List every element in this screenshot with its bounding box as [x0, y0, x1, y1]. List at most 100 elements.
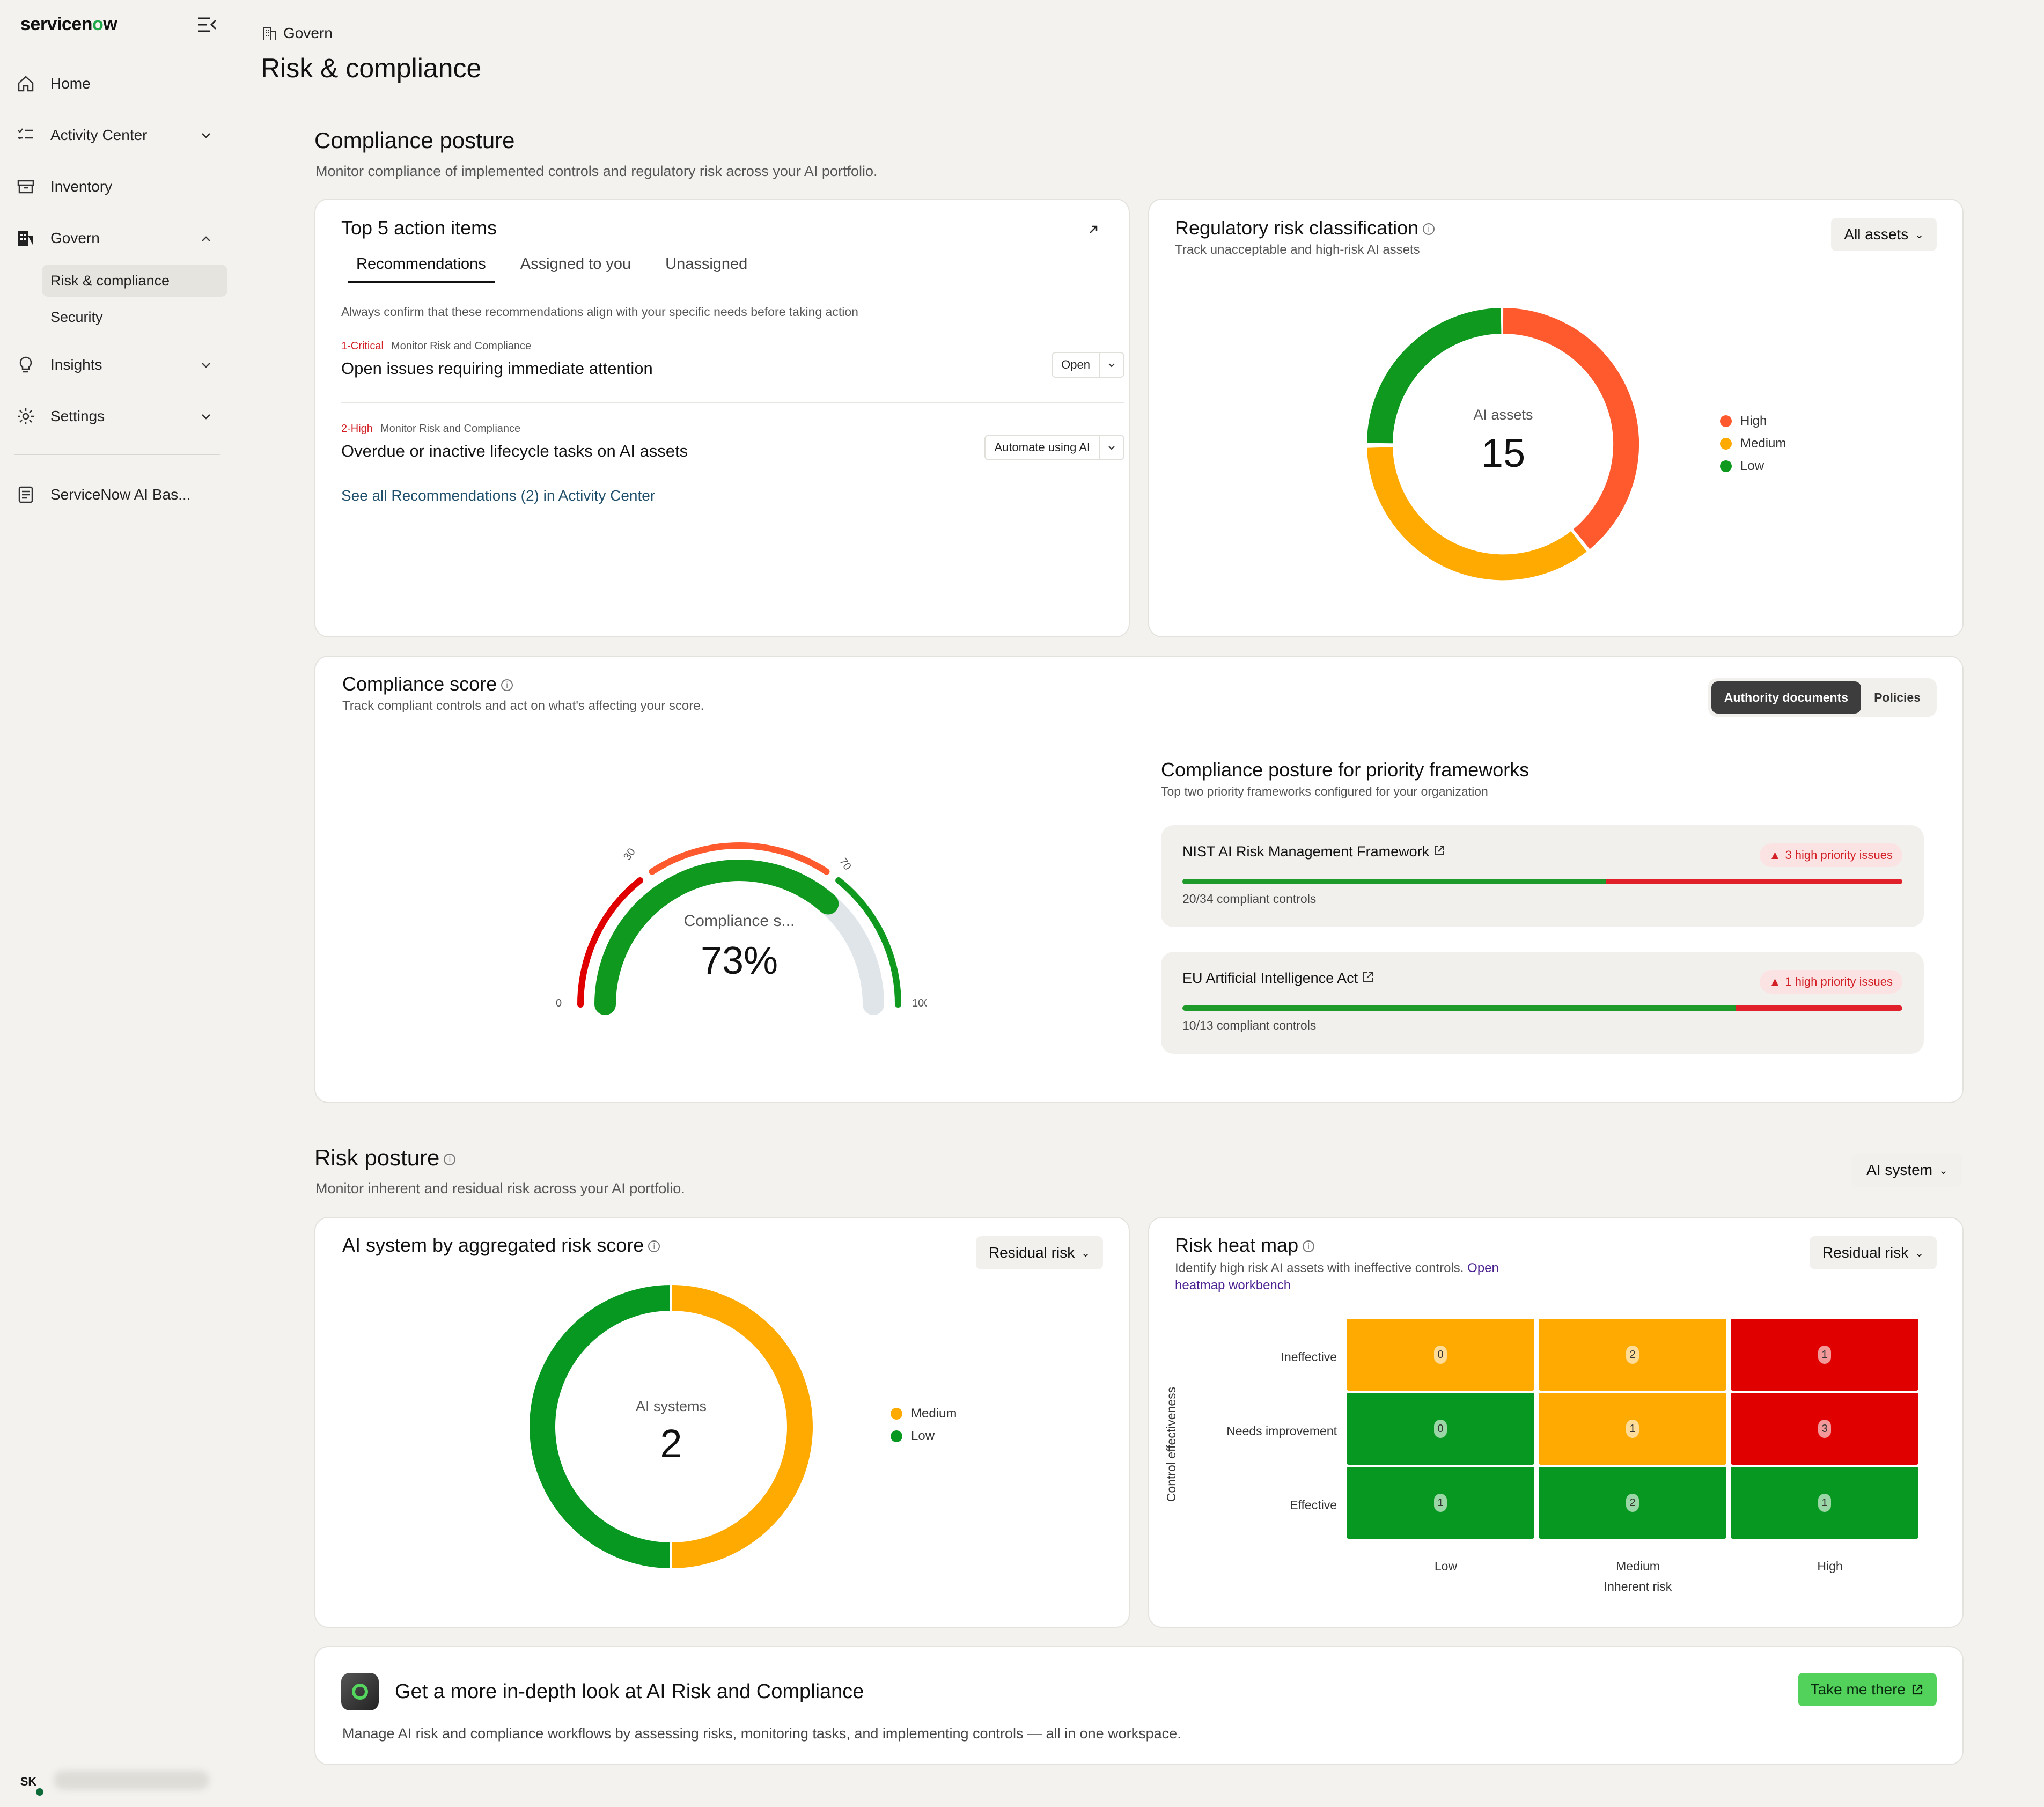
info-icon[interactable]: i	[1423, 223, 1435, 236]
legend-item-low: Low	[891, 1425, 957, 1448]
ai-system-dropdown[interactable]: AI system ⌄	[1852, 1154, 1962, 1187]
heatmap-cell-value: 0	[1434, 1346, 1447, 1364]
chevron-down-icon[interactable]	[1099, 353, 1123, 377]
list-item[interactable]: 2-High Monitor Risk and Compliance Overdu…	[341, 423, 1124, 487]
servicenow-logo[interactable]: servicenow	[20, 14, 117, 34]
tab-assigned-to-you[interactable]: Assigned to you	[520, 255, 631, 273]
legend-label: Low	[1740, 459, 1764, 473]
legend-dot	[891, 1408, 902, 1420]
frameworks-subtitle: Top two priority frameworks configured f…	[1161, 784, 1488, 798]
legend-label: Medium	[911, 1406, 957, 1421]
automate-using-ai-button[interactable]: Automate using AI	[984, 435, 1124, 460]
donut-segment-high[interactable]	[1503, 308, 1639, 549]
take-me-there-button[interactable]: Take me there	[1797, 1673, 1937, 1706]
info-icon[interactable]: i	[1303, 1240, 1315, 1253]
donut-segment-low[interactable]	[530, 1285, 672, 1568]
avatar[interactable]: SK	[20, 1775, 37, 1788]
framework-card-eu-ai-act[interactable]: EU Artificial Intelligence Act ▲ 1 high p…	[1161, 952, 1924, 1054]
chevron-down-icon[interactable]	[200, 129, 212, 146]
regulatory-risk-card: Regulatory risk classification i Track un…	[1148, 199, 1964, 637]
heatmap-cell-ineffective-high[interactable]: 1	[1731, 1319, 1918, 1391]
sidebar-item-activity-center[interactable]: Activity Center	[15, 118, 227, 152]
open-heatmap-workbench-link[interactable]: Open heatmap workbench	[1175, 1261, 1499, 1292]
heatmap-cell-ineffective-medium[interactable]: 2	[1539, 1319, 1726, 1391]
row-label-ineffective: Ineffective	[1281, 1350, 1337, 1364]
heatmap-cell-ineffective-low[interactable]: 0	[1347, 1319, 1534, 1391]
donut-center-value: 15	[1481, 431, 1526, 475]
heatmap-cell-needs-improvement-low[interactable]: 0	[1347, 1393, 1534, 1465]
chevron-down-icon: ⌄	[1081, 1247, 1090, 1259]
sidebar: servicenow Home Activity Center Inventor…	[0, 0, 236, 1807]
card-subtitle-text: Identify high risk AI assets with ineffe…	[1175, 1261, 1464, 1275]
priority-issues-badge[interactable]: ▲ 1 high priority issues	[1759, 970, 1902, 994]
framework-card-nist[interactable]: NIST AI Risk Management Framework ▲ 3 hig…	[1161, 825, 1924, 927]
regulatory-donut	[1367, 308, 1639, 581]
heatmap-cell-value: 0	[1434, 1420, 1447, 1438]
toggle-authority-documents[interactable]: Authority documents	[1711, 681, 1862, 714]
external-link-icon[interactable]	[1433, 844, 1445, 856]
warning-icon: ▲	[1769, 848, 1781, 862]
breadcrumb-label: Govern	[283, 25, 333, 41]
card-title: Risk heat map i	[1175, 1234, 1315, 1257]
action-meta: 2-High Monitor Risk and Compliance	[341, 423, 1124, 435]
info-icon[interactable]: i	[648, 1240, 660, 1253]
compliant-segment	[1182, 879, 1606, 884]
cta-card: Get a more in-depth look at AI Risk and …	[314, 1646, 1964, 1765]
sidebar-item-label: ServiceNow AI Bas...	[50, 486, 191, 503]
heatmap-cell-effective-high[interactable]: 1	[1731, 1467, 1918, 1539]
chevron-down-icon[interactable]	[200, 358, 212, 376]
sidebar-item-settings[interactable]: Settings	[15, 399, 227, 434]
sidebar-item-security[interactable]: Security	[42, 301, 227, 333]
donut-segment-medium[interactable]	[671, 1285, 813, 1568]
document-icon	[15, 484, 36, 505]
heatmap-cell-needs-improvement-medium[interactable]: 1	[1539, 1393, 1726, 1465]
breadcrumb[interactable]: Govern	[262, 25, 333, 42]
expand-arrow-icon[interactable]	[1087, 223, 1100, 239]
framework-name[interactable]: NIST AI Risk Management Framework	[1182, 843, 1445, 860]
heatmap-cell-needs-improvement-high[interactable]: 3	[1731, 1393, 1918, 1465]
tab-unassigned[interactable]: Unassigned	[665, 255, 748, 273]
card-title-text: Compliance score	[342, 673, 497, 695]
chevron-up-icon[interactable]	[200, 232, 212, 249]
warning-icon: ▲	[1769, 975, 1781, 988]
info-icon[interactable]: i	[501, 679, 513, 692]
chevron-down-icon[interactable]	[1099, 436, 1123, 459]
sidebar-item-label: Security	[50, 308, 103, 325]
donut-segment-low[interactable]	[1367, 308, 1502, 444]
see-all-recommendations-link[interactable]: See all Recommendations (2) in Activity …	[341, 487, 656, 504]
noncompliant-segment	[1736, 1005, 1902, 1011]
external-link-icon[interactable]	[1362, 971, 1374, 983]
action-items-card: Top 5 action items Recommendations Assig…	[314, 199, 1130, 637]
collapse-sidebar-icon[interactable]	[196, 15, 218, 34]
framework-name-text: EU Artificial Intelligence Act	[1182, 970, 1358, 986]
list-item[interactable]: 1-Critical Monitor Risk and Compliance Op…	[341, 340, 1124, 405]
sidebar-item-servicenow-ai[interactable]: ServiceNow AI Bas...	[15, 478, 227, 512]
legend-item-medium: Medium	[891, 1402, 957, 1425]
gauge-band-red	[577, 877, 643, 1008]
priority-issues-badge[interactable]: ▲ 3 high priority issues	[1759, 843, 1902, 867]
open-button[interactable]: Open	[1052, 352, 1124, 378]
tasks-icon	[15, 124, 36, 146]
tab-recommendations[interactable]: Recommendations	[348, 255, 495, 283]
donut-segment-medium[interactable]	[1367, 447, 1587, 581]
heatmap-cell-effective-medium[interactable]: 2	[1539, 1467, 1726, 1539]
sidebar-item-insights[interactable]: Insights	[15, 348, 227, 382]
sidebar-item-home[interactable]: Home	[15, 67, 227, 101]
toggle-policies[interactable]: Policies	[1874, 690, 1921, 704]
chevron-down-icon[interactable]	[200, 410, 212, 427]
compliant-segment	[1182, 1005, 1737, 1011]
chevron-down-icon: ⌄	[1915, 229, 1924, 241]
sidebar-item-risk-compliance[interactable]: Risk & compliance	[42, 265, 227, 297]
heatmap-cell-effective-low[interactable]: 1	[1347, 1467, 1534, 1539]
gauge-value: 73%	[700, 939, 778, 982]
card-title: Top 5 action items	[341, 217, 497, 239]
sidebar-item-inventory[interactable]: Inventory	[15, 170, 227, 204]
donut-center-value: 2	[660, 1421, 682, 1466]
all-assets-dropdown[interactable]: All assets ⌄	[1831, 218, 1937, 251]
info-icon[interactable]: i	[444, 1153, 456, 1165]
sidebar-item-govern[interactable]: Govern	[15, 221, 227, 255]
framework-name[interactable]: EU Artificial Intelligence Act	[1182, 970, 1374, 987]
aggregated-donut	[530, 1285, 813, 1568]
residual-risk-dropdown[interactable]: Residual risk ⌄	[1809, 1236, 1937, 1269]
residual-risk-dropdown[interactable]: Residual risk ⌄	[975, 1236, 1103, 1269]
